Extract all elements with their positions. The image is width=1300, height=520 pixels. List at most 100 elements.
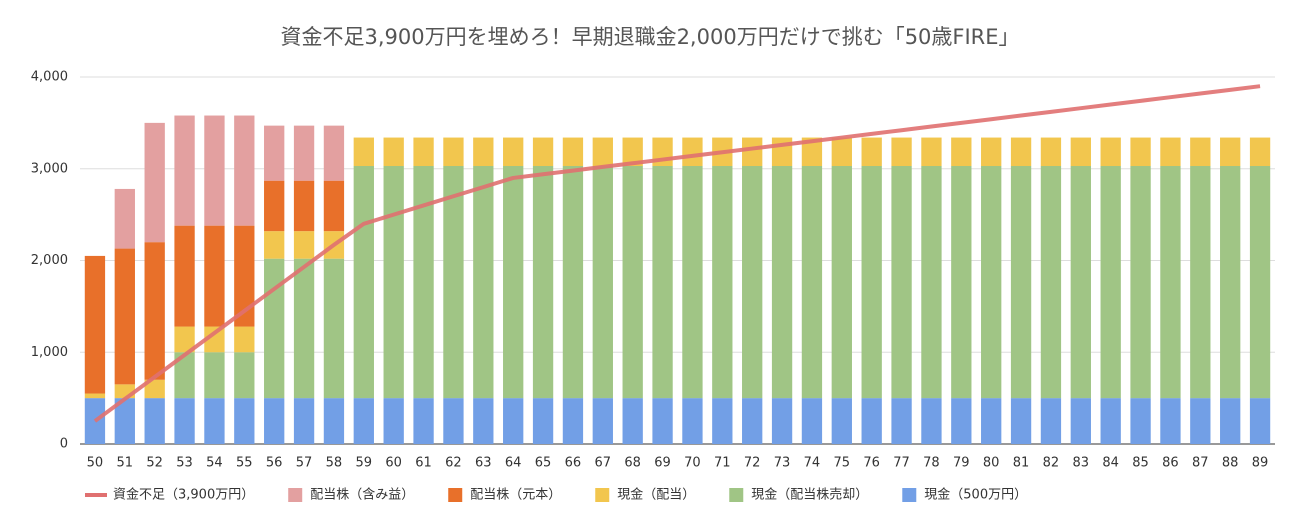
bar-segment <box>473 137 494 166</box>
bar-segment <box>413 165 434 399</box>
bar-segment <box>413 398 434 444</box>
x-tick-label: 82 <box>1043 456 1060 471</box>
bar-segment <box>592 137 613 166</box>
bar-segment <box>353 398 374 444</box>
x-tick-label: 69 <box>654 456 671 471</box>
bar-segment <box>383 398 404 444</box>
bar-segment <box>1100 398 1121 444</box>
bar-segment <box>1249 137 1271 166</box>
bar-segment <box>174 398 195 444</box>
legend-label: 現金（配当株売却） <box>751 487 868 503</box>
bar-segment <box>921 165 942 399</box>
bar-segment <box>204 398 225 444</box>
legend-label: 現金（500万円） <box>924 487 1027 503</box>
bar-segment <box>503 398 524 444</box>
x-tick-label: 75 <box>834 456 851 471</box>
bar-segment <box>114 188 135 249</box>
bar-segment <box>1100 137 1121 166</box>
bar-segment <box>592 398 613 444</box>
bar-segment <box>443 137 464 166</box>
x-tick-label: 74 <box>804 456 821 471</box>
legend-label: 配当株（含み益） <box>310 487 414 503</box>
bar-segment <box>144 242 165 380</box>
x-tick-label: 52 <box>146 456 163 471</box>
line <box>93 84 1261 423</box>
bar-segment <box>293 180 315 232</box>
legend-swatch <box>902 488 917 502</box>
bar-segment <box>1130 398 1151 444</box>
bar-segment <box>801 165 823 399</box>
bar-segment <box>353 137 374 166</box>
bar-segment <box>981 165 1002 399</box>
bar-segment <box>144 379 165 399</box>
bar-segment <box>293 258 315 399</box>
x-tick-label: 76 <box>863 456 880 471</box>
y-tick-label: 1,000 <box>31 345 68 360</box>
bar-segment <box>951 398 972 444</box>
x-tick-label: 71 <box>714 456 731 471</box>
bar-segment <box>1010 165 1032 399</box>
bar-segment <box>174 225 195 327</box>
bar-segment <box>293 125 315 181</box>
x-tick-label: 85 <box>1132 456 1149 471</box>
x-tick-label: 66 <box>565 456 582 471</box>
bar-segment <box>921 137 942 166</box>
bar-segment <box>771 137 793 166</box>
bar-segment <box>144 398 165 444</box>
bar-segment <box>652 165 673 399</box>
bar-segment <box>801 398 823 444</box>
x-tick-label: 77 <box>893 456 910 471</box>
bar-segment <box>293 398 315 444</box>
y-tick-label: 4,000 <box>31 70 68 85</box>
bar-segment <box>383 165 404 399</box>
bar-segment <box>84 393 106 399</box>
bar-segment <box>264 180 285 232</box>
bar-segment <box>1070 165 1091 399</box>
x-tick-label: 83 <box>1073 456 1090 471</box>
bar-segment <box>592 165 613 399</box>
bar-segment <box>204 326 225 353</box>
bar-segment <box>951 137 972 166</box>
bar-segment <box>1130 137 1151 166</box>
bar-segment <box>1040 165 1062 399</box>
bar-segment <box>1070 398 1091 444</box>
bar-segment <box>532 398 554 444</box>
bar-segment <box>771 165 793 399</box>
x-tick-label: 50 <box>87 456 104 471</box>
bar-segment <box>234 352 255 399</box>
x-tick-label: 79 <box>953 456 970 471</box>
bar-segment <box>622 165 643 399</box>
bar-segment <box>801 137 823 166</box>
bar-segment <box>921 398 942 444</box>
bar-segment <box>264 231 285 259</box>
x-tick-label: 60 <box>385 456 402 471</box>
x-tick-label: 67 <box>595 456 612 471</box>
x-tick-label: 87 <box>1192 456 1209 471</box>
bar-segment <box>1070 137 1091 166</box>
bar-segment <box>891 398 912 444</box>
bar-segment <box>891 165 912 399</box>
bar-segment <box>234 225 255 327</box>
x-tick-label: 57 <box>296 456 313 471</box>
x-tick-label: 54 <box>206 456 223 471</box>
x-tick-label: 63 <box>475 456 492 471</box>
bar-segment <box>771 398 793 444</box>
bar-segment <box>114 248 135 385</box>
bar-segment <box>174 115 195 226</box>
bar-segment <box>1160 398 1181 444</box>
bar-segment <box>1100 165 1121 399</box>
x-tick-label: 65 <box>535 456 552 471</box>
bar-segment <box>1220 137 1241 166</box>
x-tick-label: 62 <box>445 456 462 471</box>
bar-segment <box>204 115 225 226</box>
bar-segment <box>503 165 524 399</box>
bar-segment <box>712 398 733 444</box>
bar-segment <box>951 165 972 399</box>
bar-segment <box>264 258 285 399</box>
x-tick-label: 88 <box>1222 456 1239 471</box>
bar-segment <box>293 231 315 259</box>
bar-segment <box>323 398 345 444</box>
bar-segment <box>1160 137 1181 166</box>
x-tick-label: 86 <box>1162 456 1179 471</box>
